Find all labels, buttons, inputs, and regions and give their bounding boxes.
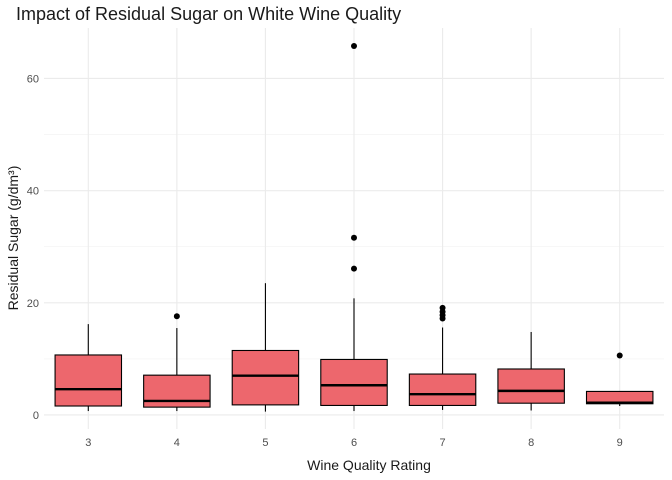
box-iqr [54, 354, 123, 407]
outlier-point [439, 304, 446, 311]
box-group [231, 283, 300, 412]
box-group [408, 304, 477, 410]
x-axis-title: Wine Quality Rating [307, 457, 431, 473]
y-axis-title: Residual Sugar (g/dm³) [5, 166, 21, 311]
outlier-point [351, 42, 357, 49]
x-tick-label: 4 [174, 437, 180, 449]
box-iqr [143, 374, 211, 408]
outlier-point [351, 234, 357, 241]
chart-title: Impact of Residual Sugar on White Wine Q… [16, 4, 402, 24]
x-tick-label: 6 [351, 437, 357, 449]
x-tick-label: 8 [528, 437, 534, 449]
outlier-point [173, 313, 180, 320]
box-group [497, 331, 565, 411]
boxes [54, 42, 654, 412]
box-iqr [497, 368, 565, 404]
y-tick-label: 0 [33, 410, 39, 422]
x-tick-label: 5 [262, 437, 268, 449]
box-iqr [320, 358, 388, 406]
x-tick-label: 7 [440, 437, 446, 449]
box-group [54, 324, 123, 412]
y-tick-label: 40 [27, 186, 39, 198]
box-group [585, 352, 654, 407]
box-group [143, 313, 211, 412]
outlier-point [351, 265, 357, 272]
y-tick-label: 20 [27, 298, 39, 310]
x-tick-label: 9 [617, 437, 623, 449]
box-group [320, 42, 388, 412]
outlier-point [616, 352, 623, 359]
y-tick-label: 60 [27, 73, 39, 85]
x-axis-ticks: 3 4 5 6 7 8 9 [85, 437, 623, 449]
x-tick-label: 3 [85, 437, 91, 449]
box-iqr [231, 349, 300, 406]
box-iqr [408, 373, 477, 406]
y-axis-ticks: 0 20 40 60 [27, 73, 39, 422]
